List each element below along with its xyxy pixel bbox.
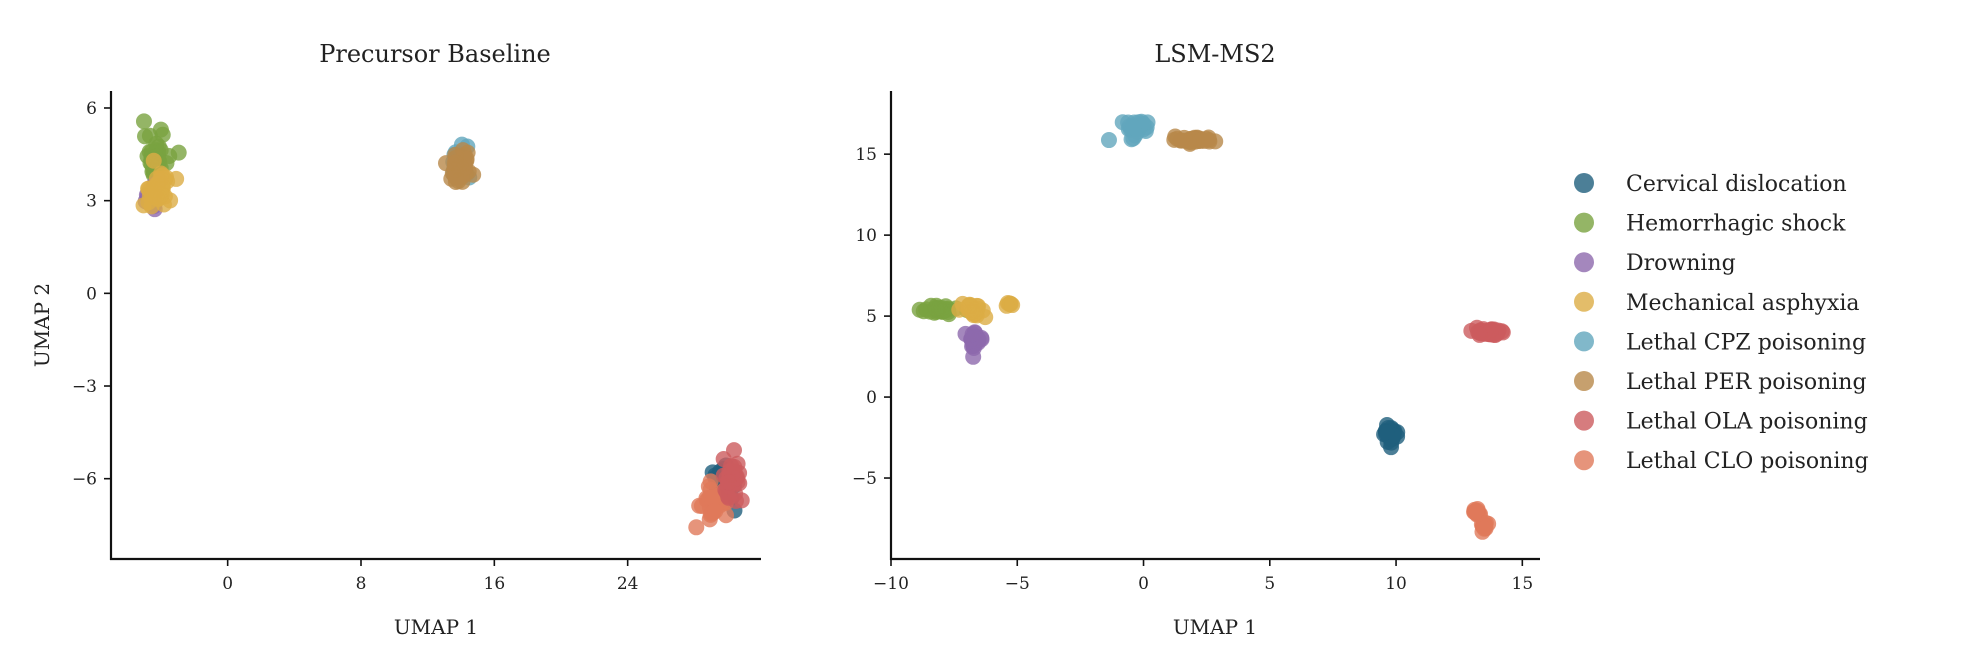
scatter-point	[154, 181, 171, 198]
x-tick-label: −5	[1005, 574, 1030, 594]
y-axis-label: UMAP 2	[30, 283, 54, 367]
legend-item: Drowning	[1574, 251, 1736, 276]
x-axis-label: UMAP 1	[1173, 615, 1257, 639]
legend-label: Mechanical asphyxia	[1626, 291, 1859, 316]
legend-label: Hemorrhagic shock	[1626, 212, 1846, 237]
scatter-point	[720, 474, 737, 491]
legend-label: Lethal CPZ poisoning	[1626, 330, 1866, 355]
y-tick-label: 15	[855, 145, 877, 165]
panel-title: Precursor Baseline	[319, 40, 551, 68]
legend-label: Cervical dislocation	[1626, 172, 1847, 197]
scatter-point	[457, 159, 474, 176]
scatter-point	[1378, 424, 1395, 441]
scatter-point	[1471, 326, 1488, 343]
scatter-point	[135, 113, 152, 130]
scatter-point	[726, 442, 743, 459]
scatter-point	[168, 170, 185, 187]
scatter-point	[911, 301, 928, 318]
x-tick-label: 8	[356, 574, 367, 594]
x-tick-label: 0	[1138, 574, 1149, 594]
x-tick-label: 0	[222, 574, 233, 594]
legend-item: Lethal CLO poisoning	[1574, 449, 1869, 474]
y-tick-label: 5	[866, 307, 877, 327]
panel-lsm-ms2: LSM-MS2 UMAP 1 −10 −5 0 5 10 15 15 10 5 0 −5	[852, 40, 1540, 639]
y-tick-label: 0	[86, 284, 97, 304]
scatter-point	[154, 126, 171, 143]
legend-item: Lethal OLA poisoning	[1574, 410, 1868, 435]
x-tick-label: −10	[873, 574, 909, 594]
scatter-point	[135, 197, 152, 214]
legend-marker	[1574, 410, 1594, 431]
x-tick-label: 16	[484, 574, 506, 594]
scatter-point	[964, 326, 981, 343]
legend-item: Lethal CPZ poisoning	[1574, 330, 1866, 355]
scatter-point	[688, 519, 705, 536]
scatter-points	[135, 113, 750, 536]
x-tick-label: 5	[1264, 574, 1275, 594]
scatter-point	[726, 458, 743, 475]
legend-label: Lethal OLA poisoning	[1626, 410, 1868, 435]
scatter-point	[1476, 520, 1493, 537]
scatter-point	[707, 503, 724, 520]
y-tick-label: 3	[86, 192, 97, 212]
legend-item: Lethal PER poisoning	[1574, 370, 1867, 395]
y-tick-label: 6	[86, 99, 97, 119]
x-tick-label: 10	[1385, 574, 1407, 594]
scatter-point	[702, 473, 719, 490]
scatter-point	[1004, 297, 1021, 314]
scatter-point	[965, 348, 982, 365]
y-tick-label: −3	[72, 377, 97, 397]
y-tick-label: −5	[852, 469, 877, 489]
scatter-point	[153, 165, 170, 182]
legend-label: Lethal CLO poisoning	[1626, 449, 1869, 474]
x-axis-label: UMAP 1	[394, 615, 478, 639]
legend-marker	[1574, 173, 1594, 193]
y-tick-label: 0	[866, 388, 877, 408]
legend-item: Mechanical asphyxia	[1574, 291, 1859, 316]
scatter-point	[1100, 132, 1117, 149]
legend-marker	[1574, 252, 1594, 273]
x-tick-label: 15	[1512, 574, 1534, 594]
legend-label: Drowning	[1626, 251, 1736, 276]
legend: Cervical dislocation Hemorrhagic shock Dro…	[1574, 172, 1869, 474]
x-tick-label: 24	[617, 574, 639, 594]
y-tick-label: 10	[855, 226, 877, 246]
legend-marker	[1574, 291, 1594, 312]
scatter-point	[951, 301, 968, 318]
legend-marker	[1574, 331, 1594, 352]
legend-label: Lethal PER poisoning	[1626, 370, 1867, 395]
scatter-point	[145, 152, 162, 169]
scatter-point	[1125, 119, 1142, 136]
scatter-point	[705, 489, 722, 506]
legend-marker	[1574, 450, 1594, 471]
legend-item: Hemorrhagic shock	[1574, 212, 1846, 237]
scatter-points	[911, 113, 1511, 540]
scatter-point	[1166, 131, 1183, 148]
scatter-point	[1192, 132, 1209, 149]
panel-precursor-baseline: Precursor Baseline UMAP 1 UMAP 2 0 8 16 24 6…	[30, 40, 761, 639]
scatter-point	[1468, 503, 1485, 520]
scatter-point	[931, 299, 948, 316]
legend-item: Cervical dislocation	[1574, 172, 1847, 197]
panel-title: LSM-MS2	[1154, 40, 1275, 68]
legend-marker	[1574, 212, 1594, 233]
y-tick-label: −6	[72, 470, 97, 490]
legend-marker	[1574, 371, 1594, 391]
